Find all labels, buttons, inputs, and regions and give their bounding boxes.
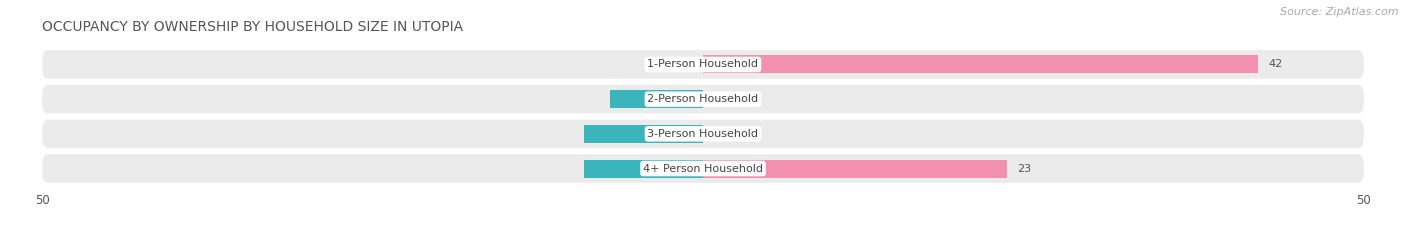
FancyBboxPatch shape [42, 154, 1364, 183]
Text: 42: 42 [1268, 59, 1282, 69]
Text: 3-Person Household: 3-Person Household [648, 129, 758, 139]
FancyBboxPatch shape [42, 85, 1364, 113]
FancyBboxPatch shape [610, 90, 703, 108]
Text: 0: 0 [714, 129, 720, 139]
Text: 4+ Person Household: 4+ Person Household [643, 164, 763, 174]
FancyBboxPatch shape [583, 125, 703, 143]
Text: 0: 0 [686, 59, 692, 69]
FancyBboxPatch shape [703, 160, 1007, 178]
FancyBboxPatch shape [42, 120, 1364, 148]
Text: 2-Person Household: 2-Person Household [647, 94, 759, 104]
Text: OCCUPANCY BY OWNERSHIP BY HOUSEHOLD SIZE IN UTOPIA: OCCUPANCY BY OWNERSHIP BY HOUSEHOLD SIZE… [42, 20, 464, 34]
Text: 1-Person Household: 1-Person Household [648, 59, 758, 69]
FancyBboxPatch shape [583, 160, 703, 178]
Text: 23: 23 [1018, 164, 1032, 174]
FancyBboxPatch shape [42, 50, 1364, 79]
FancyBboxPatch shape [703, 55, 1258, 73]
Text: 9: 9 [685, 129, 692, 139]
Text: 0: 0 [714, 94, 720, 104]
Text: 9: 9 [685, 164, 692, 174]
Text: Source: ZipAtlas.com: Source: ZipAtlas.com [1281, 7, 1399, 17]
Text: 7: 7 [685, 94, 692, 104]
